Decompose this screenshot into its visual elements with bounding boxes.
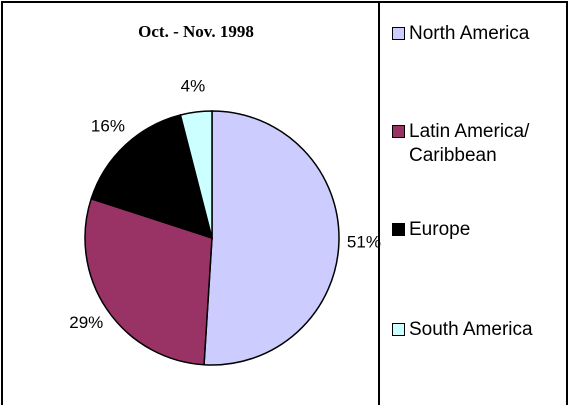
pie-slice [90, 114, 214, 240]
data-label: 4% [181, 77, 206, 96]
legend-item: South America [392, 318, 562, 342]
data-label: 29% [69, 313, 103, 332]
legend-item: Latin America/ Caribbean [392, 120, 562, 168]
legend-frame [378, 1, 568, 405]
legend-swatch [392, 223, 405, 236]
legend-swatch [392, 323, 405, 336]
legend-label: Europe [409, 219, 471, 240]
pie-slice [179, 110, 213, 239]
legend-label: South America [409, 319, 533, 340]
legend-label: North America [409, 23, 530, 44]
pie-slice [203, 110, 340, 366]
legend-swatch [392, 125, 405, 138]
data-label: 51% [347, 232, 381, 251]
legend-label: Latin America/ Caribbean [409, 121, 530, 166]
chart-title: Oct. - Nov. 1998 [138, 22, 254, 41]
legend-item: Europe [392, 218, 562, 242]
pie-slice [84, 197, 213, 366]
legend-item: North America [392, 22, 562, 46]
legend-swatch [392, 27, 405, 40]
data-label: 16% [91, 117, 125, 136]
